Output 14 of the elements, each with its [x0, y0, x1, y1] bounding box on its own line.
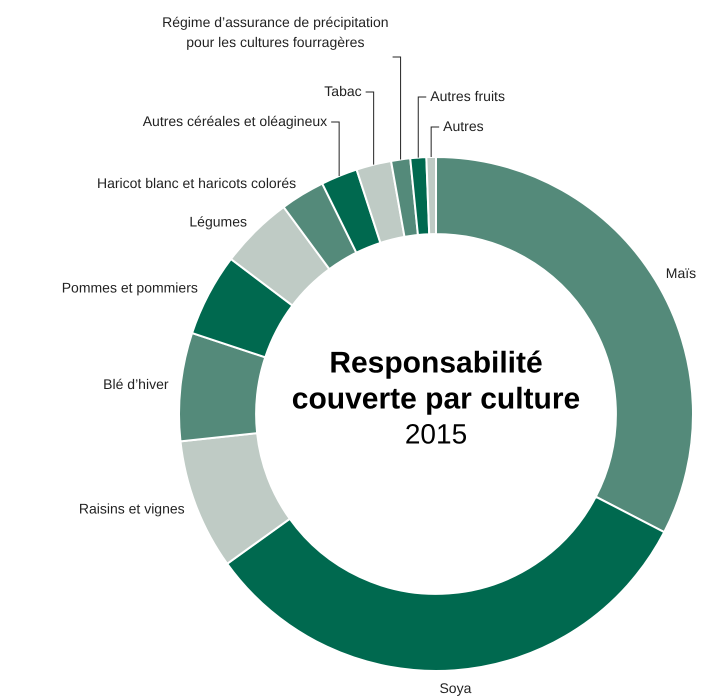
slice-label: Autres céréales et oléagineux	[142, 112, 328, 129]
slice-label: Légumes	[189, 213, 247, 230]
slice-label: Tabac	[324, 82, 362, 99]
slice-label: Raisins et vignes	[78, 500, 185, 517]
slice-label: Autres fruits	[430, 88, 505, 104]
text: 2015	[404, 418, 468, 450]
slice-label: Blé d’hiver	[103, 376, 169, 392]
slice-label: Régime d’assurance de précipitation pour les cultures fourragères	[162, 14, 389, 50]
slice-label: Maïs	[666, 265, 696, 282]
slice-label: Pommes et pommiers	[62, 280, 198, 296]
text: Responsabilité couverte par culture	[292, 346, 580, 416]
slice-label: Haricot blanc et haricots colorés	[96, 175, 296, 192]
slice-label: Soya	[439, 680, 472, 696]
slice-label: Autres	[443, 118, 484, 134]
